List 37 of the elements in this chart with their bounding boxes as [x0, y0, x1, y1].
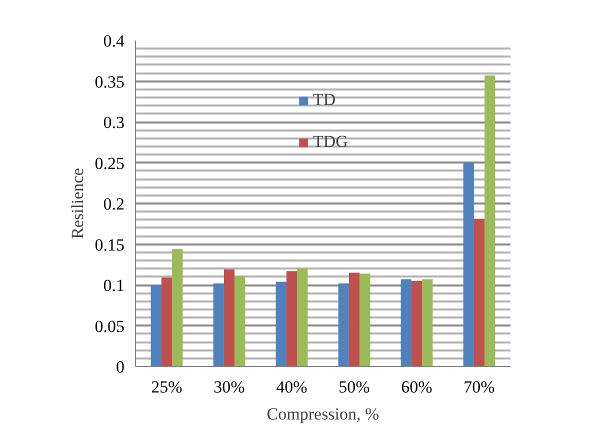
y-tick-label: 0.2: [103, 194, 124, 214]
bar: [484, 76, 496, 366]
x-tick-label: 30%: [214, 378, 245, 396]
bar: [161, 278, 172, 366]
y-tick-label: 0.3: [103, 113, 124, 132]
bar: [422, 279, 433, 366]
bar: [224, 270, 235, 366]
bar: [400, 279, 412, 366]
y-tick-label: 0.25: [94, 154, 124, 173]
y-tick-label: 0.35: [94, 72, 124, 92]
y-tick-label: 0: [116, 358, 124, 376]
bar: [338, 283, 349, 366]
x-tick-label: 60%: [401, 378, 432, 396]
legend-label: TD: [313, 90, 336, 110]
x-axis-title: Compression, %: [266, 404, 380, 424]
y-tick-label: 0.15: [94, 235, 124, 254]
bar: [348, 272, 360, 366]
bar: [150, 285, 162, 366]
bar: [286, 271, 298, 366]
x-tick-label: 25%: [151, 378, 182, 396]
y-tick-label: 0.1: [103, 276, 124, 295]
legend-label: TDG: [313, 132, 348, 152]
y-axis-title: Resilience: [68, 168, 87, 239]
bar: [474, 218, 485, 366]
bar: [463, 162, 474, 366]
y-tick-label: 0.4: [103, 32, 125, 50]
bar: [213, 283, 224, 366]
bar: [360, 274, 370, 366]
x-tick-label: 70%: [464, 378, 495, 396]
bar: [411, 280, 422, 366]
bar: [276, 282, 286, 366]
y-tick-label: 0.05: [94, 316, 124, 336]
bar: [172, 249, 183, 366]
bar: [234, 276, 246, 366]
bar: [297, 268, 308, 366]
x-tick-label: 50%: [338, 378, 370, 396]
x-tick-label: 40%: [276, 378, 308, 396]
